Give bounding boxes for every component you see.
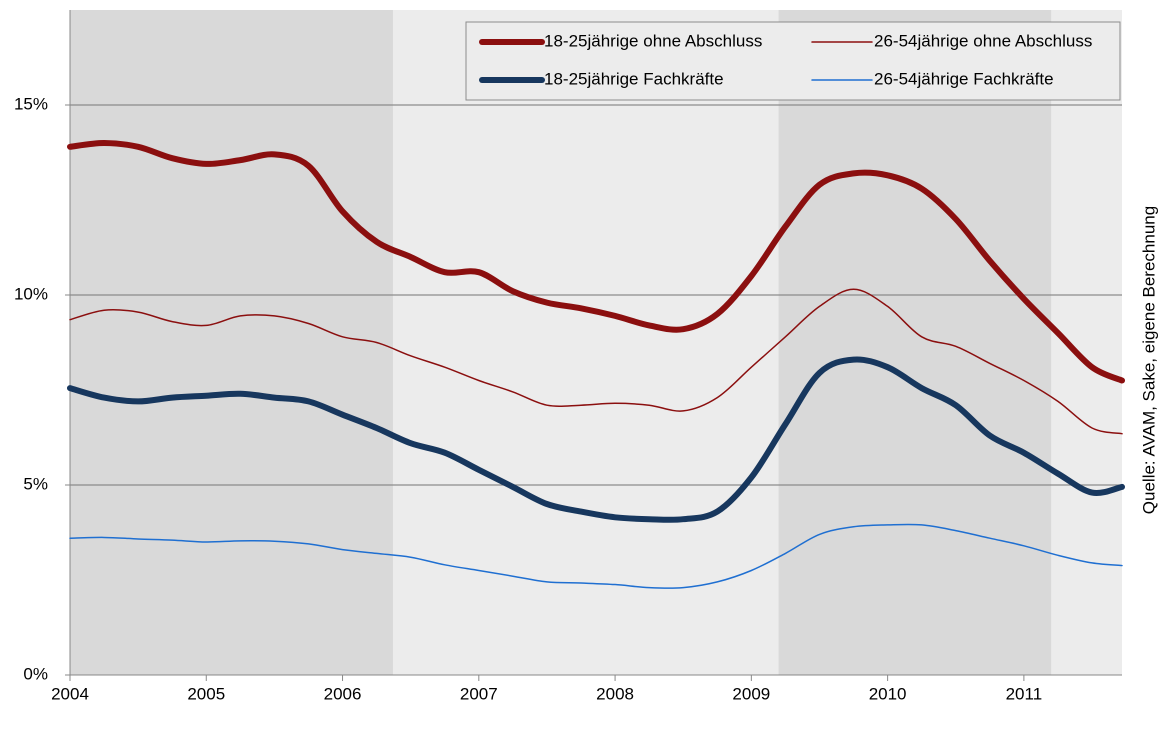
- shaded-period: [778, 10, 1052, 675]
- legend-label: 26-54jährige ohne Abschluss: [874, 31, 1092, 50]
- series-line: [69, 288, 1123, 435]
- source-note: Quelle: AVAM, Sake, eigene Berechnung: [1139, 206, 1158, 514]
- series-line: [67, 356, 1125, 523]
- series-line: [67, 140, 1125, 384]
- series-line: [69, 523, 1123, 589]
- y-tick-label: 15%: [14, 94, 48, 113]
- x-tick-label: 2009: [732, 684, 770, 703]
- legend-label: 26-54jährige Fachkräfte: [874, 69, 1054, 88]
- y-tick-label: 10%: [14, 284, 48, 303]
- x-tick-label: 2011: [1006, 684, 1043, 703]
- legend-label: 18-25jährige Fachkräfte: [544, 69, 724, 88]
- x-tick-label: 2004: [51, 684, 89, 703]
- shaded-period: [70, 10, 393, 675]
- x-tick-label: 2007: [460, 684, 498, 703]
- x-tick-label: 2005: [187, 684, 225, 703]
- x-tick-label: 2010: [869, 684, 907, 703]
- legend: 18-25jährige ohne Abschluss 26-54jährige …: [465, 21, 1121, 101]
- y-tick-label: 0%: [23, 664, 48, 683]
- y-tick-label: 5%: [23, 474, 48, 493]
- x-tick-label: 2008: [596, 684, 634, 703]
- x-tick-label: 2006: [324, 684, 362, 703]
- legend-label: 18-25jährige ohne Abschluss: [544, 31, 762, 50]
- legend-box: [465, 21, 1121, 101]
